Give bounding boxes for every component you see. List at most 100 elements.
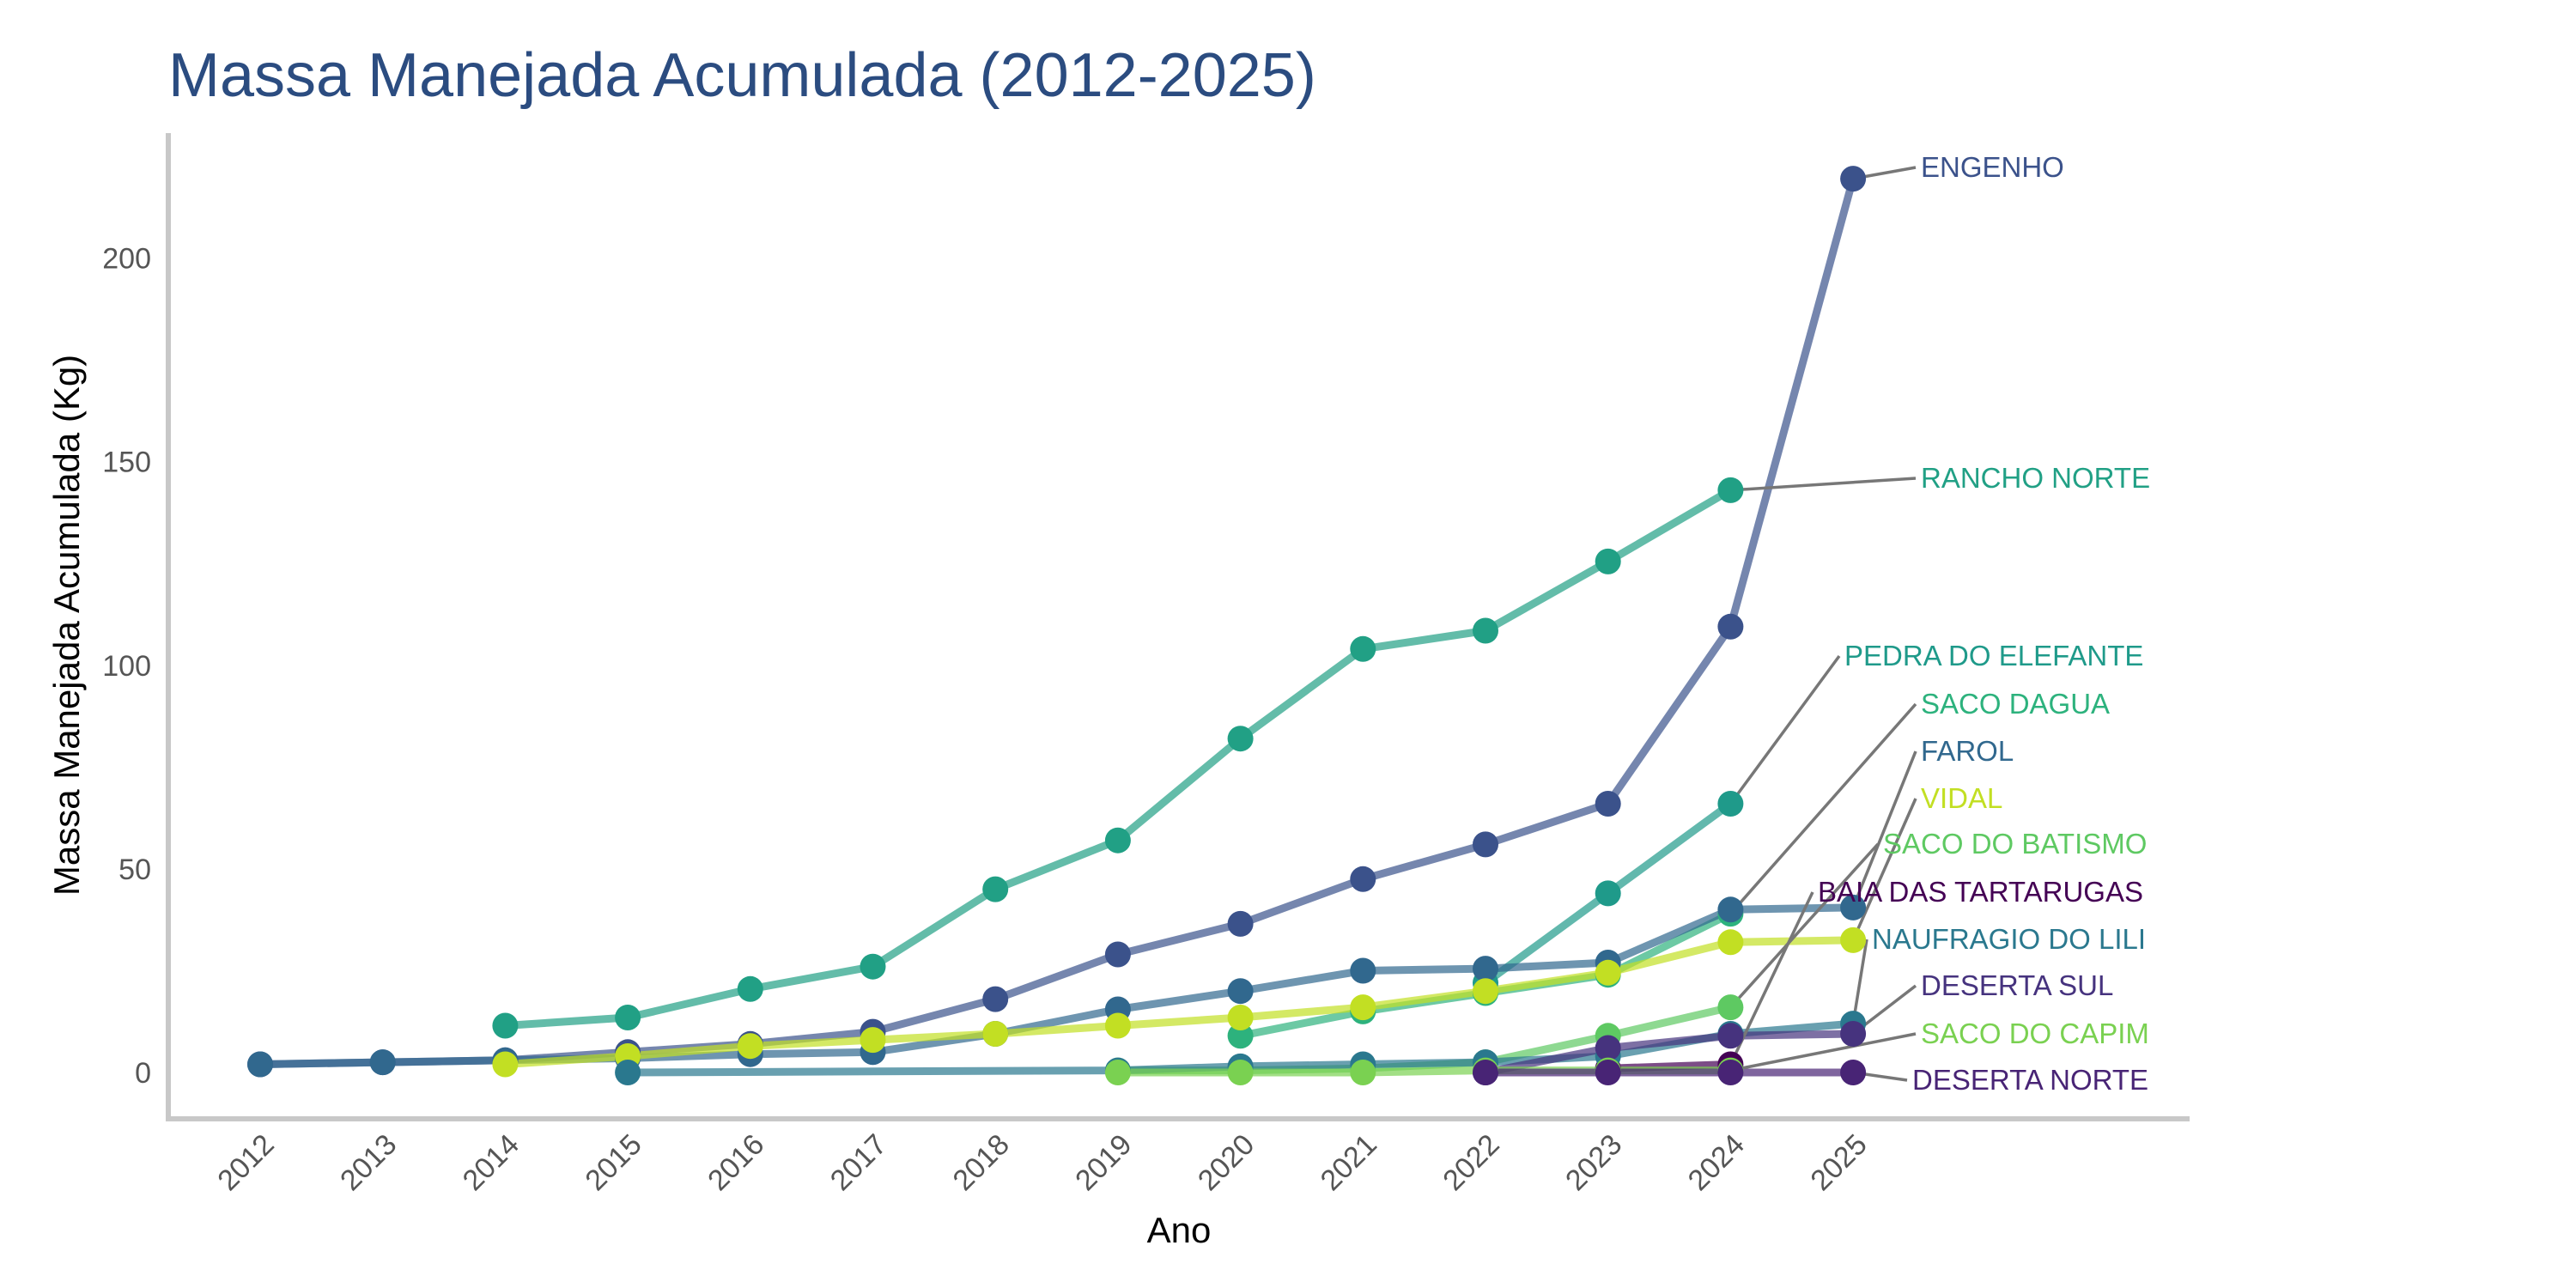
data-point — [1350, 866, 1376, 892]
data-point — [615, 1060, 641, 1085]
series-label: VIDAL — [1921, 782, 2002, 814]
data-point — [369, 1049, 396, 1076]
data-point — [1473, 617, 1498, 644]
data-point — [1840, 1060, 1867, 1085]
data-point — [1840, 1021, 1867, 1047]
series-lines — [256, 174, 1857, 1077]
x-tick-label: 2019 — [1069, 1128, 1138, 1197]
series-line — [1481, 1030, 1857, 1077]
x-tick-label: 2022 — [1437, 1128, 1505, 1197]
data-point — [1595, 791, 1621, 817]
data-point — [1104, 1012, 1131, 1039]
series-label: DESERTA SUL — [1921, 969, 2113, 1001]
series-label: DESERTA NORTE — [1912, 1064, 2148, 1096]
data-point — [1717, 477, 1744, 503]
data-point — [1473, 1060, 1498, 1085]
label-connector — [1728, 654, 1841, 805]
data-point — [737, 1033, 763, 1060]
series-label: NAUFRAGIO DO LILI — [1872, 923, 2146, 955]
data-point — [1104, 1060, 1131, 1085]
data-point — [1227, 1005, 1254, 1030]
series-line — [501, 936, 1857, 1068]
data-point — [1717, 994, 1744, 1021]
y-tick-label: 150 — [102, 447, 151, 479]
data-point — [1104, 827, 1131, 854]
x-tick-label: 2015 — [579, 1128, 647, 1197]
x-tick-label: 2012 — [211, 1128, 280, 1197]
data-point — [737, 975, 763, 1002]
series-label: ENGENHO — [1921, 151, 2064, 183]
x-tick-label: 2020 — [1192, 1128, 1261, 1197]
y-tick-label: 0 — [135, 1057, 151, 1090]
x-tick-label: 2024 — [1682, 1128, 1751, 1197]
data-point — [1595, 880, 1621, 907]
x-tick-label: 2023 — [1559, 1128, 1628, 1197]
data-point — [1350, 957, 1376, 984]
y-axis-title: Massa Manejada Acumulada (Kg) — [46, 355, 87, 896]
x-tick-labels: 2012 2013 2014 2015 2016 2017 2018 2019 2020 2021… — [211, 1128, 1873, 1197]
data-point — [492, 1051, 519, 1078]
data-point — [1595, 1060, 1621, 1085]
x-tick-label: 2018 — [947, 1128, 1016, 1197]
data-point — [247, 1051, 273, 1078]
data-point — [1717, 1060, 1744, 1085]
x-axis-title: Ano — [1147, 1210, 1212, 1250]
data-point — [982, 986, 1009, 1012]
series-label: FAROL — [1921, 735, 2014, 767]
data-point — [982, 876, 1009, 902]
x-tick-label: 2021 — [1315, 1128, 1383, 1197]
x-tick-label: 2025 — [1804, 1128, 1873, 1197]
data-point — [1473, 956, 1498, 982]
data-point — [1473, 831, 1498, 858]
label-connector — [1851, 798, 1917, 941]
data-point — [615, 1005, 641, 1030]
data-point — [1595, 1035, 1621, 1061]
label-connector — [1729, 842, 1880, 1009]
series-end-labels: ENGENHO RANCHO NORTE PEDRA DO ELEFANTE SACO… — [1818, 151, 2150, 1096]
data-point — [860, 953, 886, 980]
x-tick-label: 2013 — [334, 1128, 403, 1197]
x-tick-label: 2017 — [824, 1128, 893, 1197]
chart-title: Massa Manejada Acumulada (2012-2025) — [168, 41, 1316, 110]
y-tick-label: 50 — [118, 854, 151, 886]
label-connector — [1730, 477, 1917, 492]
data-point — [1717, 896, 1744, 923]
data-point — [1717, 791, 1744, 817]
data-point — [1227, 1023, 1254, 1049]
y-tick-label: 100 — [102, 650, 151, 683]
label-connector — [1729, 702, 1917, 915]
data-point — [1595, 548, 1621, 574]
data-point — [1840, 166, 1867, 192]
y-tick-label: 200 — [102, 243, 151, 276]
data-point — [1717, 613, 1744, 640]
data-point — [1104, 941, 1131, 968]
label-connector — [1728, 891, 1814, 1066]
y-tick-labels: 0 50 100 150 200 — [102, 243, 151, 1090]
data-point — [1227, 910, 1254, 937]
series-label: SACO DO BATISMO — [1883, 828, 2147, 860]
data-point — [1595, 959, 1621, 986]
data-point — [1350, 635, 1376, 662]
data-point — [1350, 1060, 1376, 1085]
series-label: SACO DO CAPIM — [1921, 1018, 2149, 1049]
series-label: PEDRA DO ELEFANTE — [1844, 640, 2143, 671]
label-connector — [1730, 1032, 1917, 1072]
data-point — [860, 1027, 886, 1054]
series-label: RANCHO NORTE — [1921, 462, 2150, 494]
data-point — [492, 1012, 519, 1039]
data-point — [1227, 726, 1254, 752]
data-point — [982, 1021, 1009, 1047]
data-point — [1473, 978, 1498, 1005]
series-points — [247, 166, 1867, 1085]
data-point — [1840, 927, 1867, 953]
label-connector — [1851, 750, 1917, 908]
data-point — [1717, 1023, 1744, 1049]
data-point — [1717, 929, 1744, 956]
series-label: BAIA DAS TARTARUGAS — [1818, 876, 2143, 908]
series-label: SACO DAGUA — [1921, 688, 2110, 720]
data-point — [1227, 1060, 1254, 1085]
label-connectors — [1728, 166, 1917, 1082]
data-point — [1350, 994, 1376, 1021]
data-point — [1227, 978, 1254, 1005]
